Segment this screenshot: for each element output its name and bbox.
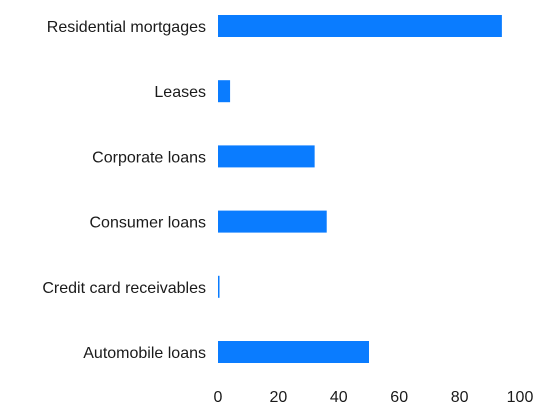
- category-labels-group: Residential mortgages Leases Corporate loa…: [42, 19, 206, 362]
- category-label: Consumer loans: [90, 215, 207, 232]
- x-tick-label: 80: [451, 389, 469, 406]
- category-label: Residential mortgages: [47, 19, 206, 36]
- bar-leases: [218, 80, 231, 103]
- bar-automobile-loans: [218, 341, 369, 363]
- bar-consumer-loans: [218, 210, 327, 233]
- x-tick-label: 0: [214, 389, 223, 406]
- x-tick-label: 20: [270, 389, 288, 406]
- category-label: Corporate loans: [92, 149, 206, 166]
- bars-group: [218, 15, 502, 363]
- category-label: Credit card receivables: [42, 280, 206, 297]
- category-label: Automobile loans: [83, 345, 206, 362]
- x-tick-label: 60: [390, 389, 408, 406]
- bar-credit-card-receivables: [218, 275, 220, 298]
- bar-residential-mortgages: [218, 15, 502, 37]
- x-tick-labels-group: 0 20 40 60 80 100: [214, 389, 534, 406]
- x-tick-label: 40: [330, 389, 348, 406]
- category-label: Leases: [154, 84, 206, 101]
- x-tick-label: 100: [507, 389, 534, 406]
- bar-corporate-loans: [218, 145, 315, 168]
